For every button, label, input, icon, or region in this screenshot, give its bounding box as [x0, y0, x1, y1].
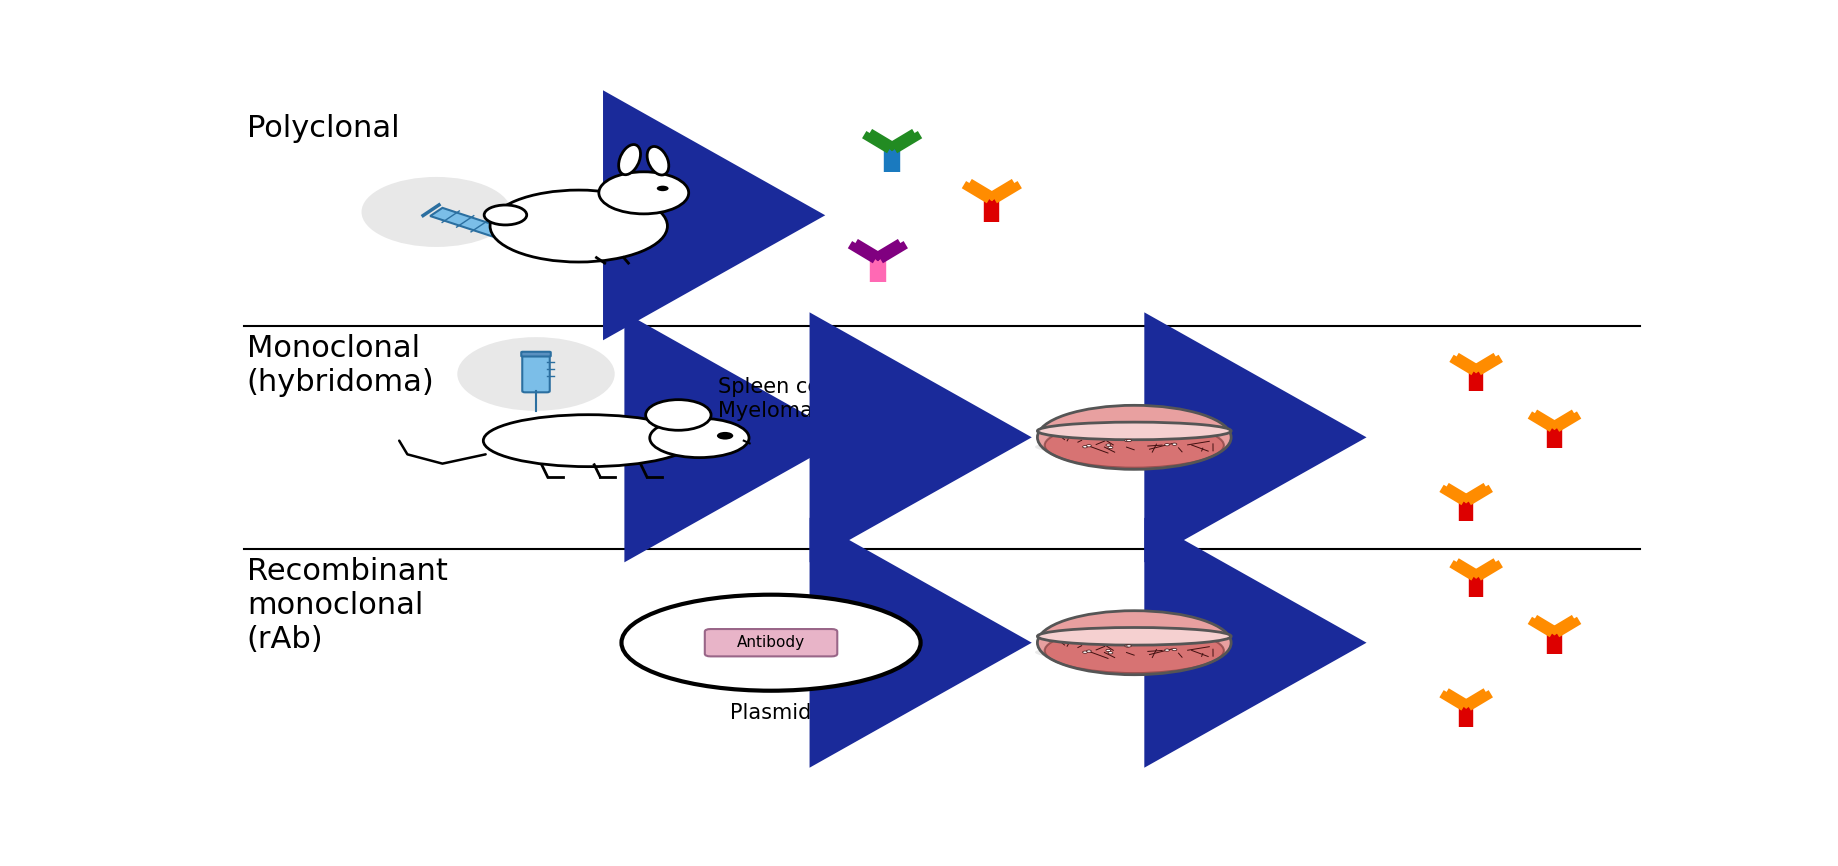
Polygon shape	[430, 208, 507, 237]
Circle shape	[1125, 439, 1130, 442]
Circle shape	[1106, 650, 1110, 651]
Ellipse shape	[1037, 628, 1231, 645]
Circle shape	[1106, 444, 1110, 446]
Circle shape	[1086, 650, 1092, 652]
Ellipse shape	[651, 418, 750, 457]
Ellipse shape	[483, 415, 693, 467]
Text: Polyclonal: Polyclonal	[246, 114, 399, 143]
Ellipse shape	[1044, 629, 1224, 673]
Circle shape	[362, 177, 511, 247]
Circle shape	[1165, 443, 1169, 446]
Ellipse shape	[1037, 422, 1231, 440]
FancyBboxPatch shape	[704, 629, 838, 656]
Ellipse shape	[1044, 423, 1224, 468]
Circle shape	[1127, 645, 1132, 647]
Ellipse shape	[619, 145, 640, 175]
Text: Recombinant
monoclonal
(rAb): Recombinant monoclonal (rAb)	[246, 558, 448, 654]
Circle shape	[1108, 651, 1112, 654]
Ellipse shape	[1037, 611, 1231, 675]
Circle shape	[1108, 446, 1112, 449]
Text: Antibody: Antibody	[737, 635, 805, 650]
Circle shape	[599, 171, 689, 214]
Circle shape	[717, 432, 733, 440]
Circle shape	[1125, 645, 1130, 647]
Ellipse shape	[1035, 438, 1233, 456]
Ellipse shape	[1037, 405, 1231, 469]
Circle shape	[656, 185, 669, 191]
Ellipse shape	[1035, 643, 1233, 661]
Circle shape	[1083, 446, 1088, 448]
FancyBboxPatch shape	[522, 352, 550, 392]
Circle shape	[1083, 651, 1088, 653]
Ellipse shape	[621, 595, 921, 691]
Circle shape	[1173, 649, 1176, 650]
Circle shape	[645, 399, 711, 430]
Text: Spleen cells +
Myeloma cells: Spleen cells + Myeloma cells	[719, 378, 868, 421]
Circle shape	[1127, 439, 1132, 442]
FancyBboxPatch shape	[522, 352, 551, 357]
Circle shape	[1173, 443, 1176, 445]
Circle shape	[483, 205, 528, 225]
Ellipse shape	[491, 190, 667, 262]
Ellipse shape	[647, 146, 669, 175]
Circle shape	[458, 337, 614, 410]
Text: Plasmid: Plasmid	[730, 702, 812, 723]
Circle shape	[1165, 649, 1169, 651]
Circle shape	[1086, 444, 1092, 447]
Text: Monoclonal
(hybridoma): Monoclonal (hybridoma)	[246, 334, 434, 397]
